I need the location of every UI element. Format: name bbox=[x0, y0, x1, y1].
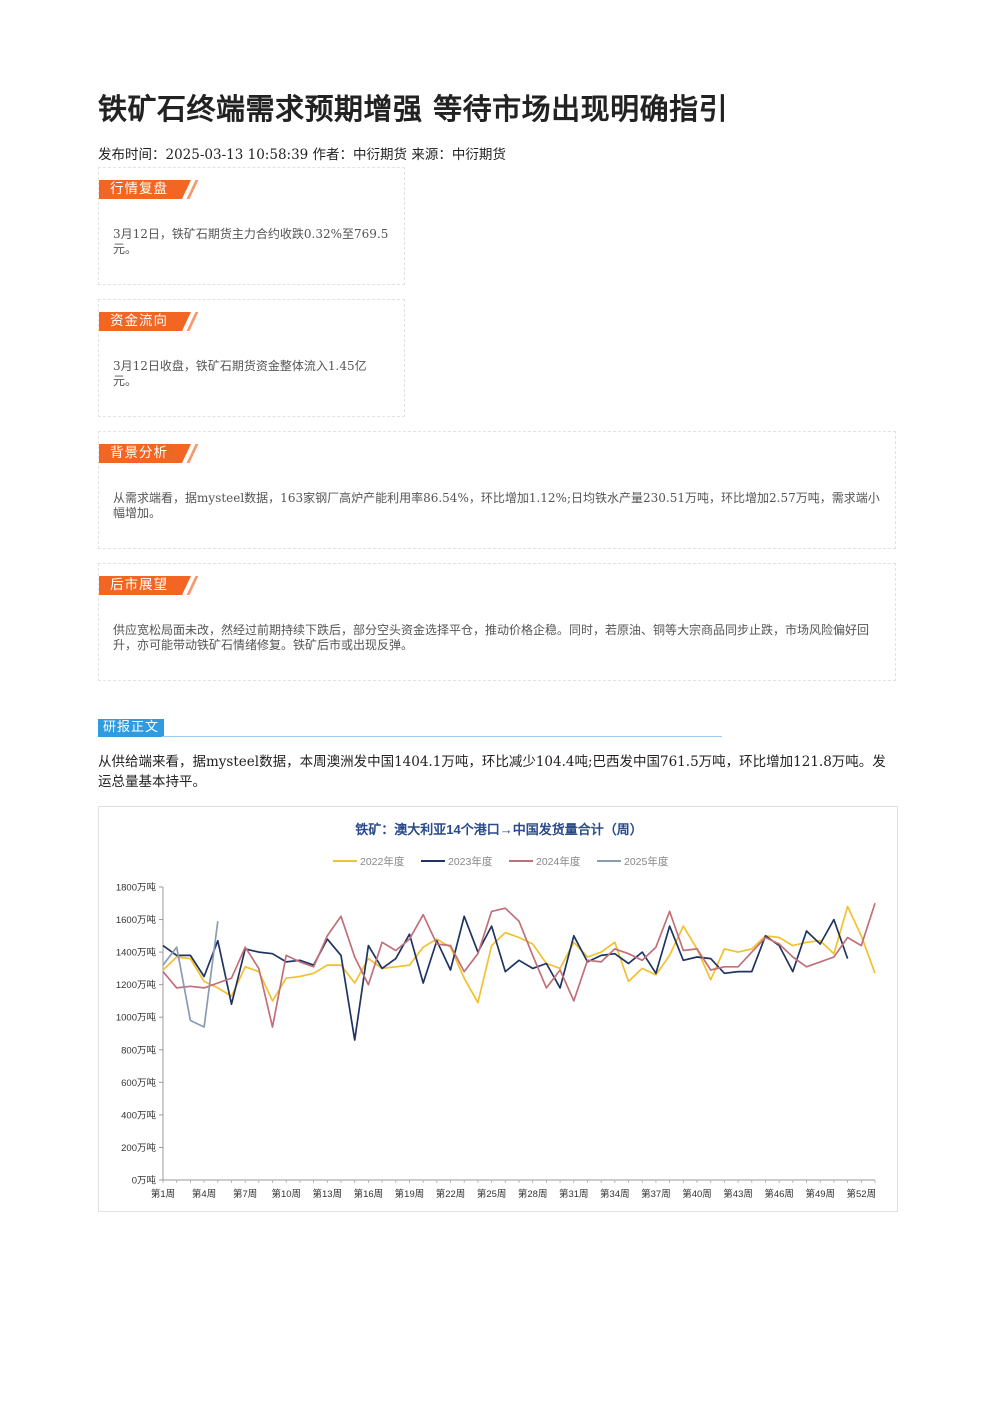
legend-label: 2023年度 bbox=[448, 855, 493, 868]
section-tag: 背景分析 bbox=[99, 444, 199, 463]
x-tick-label: 第40周 bbox=[682, 1188, 712, 1200]
series-line-2023年度 bbox=[162, 915, 849, 1041]
legend-label: 2025年度 bbox=[624, 855, 669, 868]
x-tick-label: 第52周 bbox=[847, 1188, 877, 1200]
x-tick-label: 第25周 bbox=[477, 1188, 507, 1200]
report-heading: 研报正文 bbox=[98, 719, 722, 738]
section-text: 3月12日收盘，铁矿石期货资金整体流入1.45亿元。 bbox=[113, 359, 367, 388]
report-heading-divider bbox=[162, 736, 722, 737]
y-tick-label: 800万吨 bbox=[121, 1044, 156, 1056]
report-heading-label: 研报正文 bbox=[98, 719, 165, 737]
report-paragraph: 从供给端来看，据mysteel数据，本周澳洲发中国1404.1万吨，环比减少10… bbox=[98, 754, 886, 790]
x-tick-label: 第7周 bbox=[233, 1188, 257, 1200]
article-title: 铁矿石终端需求预期增强 等待市场出现明确指引 bbox=[98, 92, 729, 126]
y-tick-label: 1200万吨 bbox=[116, 979, 157, 991]
section-card-market-review: 行情复盘 3月12日，铁矿石期货主力合约收跌0.32%至769.5元。 bbox=[98, 167, 405, 285]
y-tick-label: 1600万吨 bbox=[116, 914, 157, 926]
x-tick-label: 第37周 bbox=[641, 1188, 671, 1200]
series-line-2022年度 bbox=[162, 905, 876, 1004]
section-tag: 资金流向 bbox=[99, 312, 199, 331]
x-tick-label: 第16周 bbox=[354, 1188, 384, 1200]
x-tick-label: 第4周 bbox=[192, 1188, 216, 1200]
y-tick-label: 200万吨 bbox=[121, 1142, 156, 1154]
section-card-fund-flow: 资金流向 3月12日收盘，铁矿石期货资金整体流入1.45亿元。 bbox=[98, 299, 405, 417]
shipment-chart: 铁矿：澳大利亚14个港口→中国发货量合计（周） 2022年度 2023年度 2024年… bbox=[98, 806, 898, 1212]
legend-label: 2022年度 bbox=[360, 855, 405, 868]
section-text: 从需求端看，据mysteel数据，163家钢厂高炉产能利用率86.54%，环比增… bbox=[113, 491, 880, 520]
chart-title: 铁矿：澳大利亚14个港口→中国发货量合计（周） bbox=[354, 822, 642, 837]
x-tick-label: 第49周 bbox=[805, 1188, 835, 1200]
section-card-outlook: 后市展望 供应宽松局面未改，然经过前期持续下跌后，部分空头资金选择平仓，推动价格… bbox=[98, 563, 896, 681]
section-text: 3月12日，铁矿石期货主力合约收跌0.32%至769.5元。 bbox=[113, 227, 389, 256]
x-tick-label: 第10周 bbox=[271, 1188, 301, 1200]
y-tick-label: 1400万吨 bbox=[116, 947, 157, 959]
section-tag: 后市展望 bbox=[99, 576, 199, 595]
y-tick-label: 600万吨 bbox=[121, 1077, 156, 1089]
x-tick-label: 第43周 bbox=[723, 1188, 753, 1200]
series-line-2025年度 bbox=[162, 921, 219, 1028]
y-tick-label: 400万吨 bbox=[121, 1109, 156, 1121]
x-tick-label: 第19周 bbox=[395, 1188, 425, 1200]
article-meta: 发布时间：2025-03-13 10:58:39 作者：中衍期货 来源：中衍期货 bbox=[98, 147, 506, 163]
x-tick-label: 第28周 bbox=[518, 1188, 548, 1200]
legend-label: 2024年度 bbox=[536, 855, 581, 868]
shipment-chart-svg: 铁矿：澳大利亚14个港口→中国发货量合计（周） 2022年度 2023年度 2024年… bbox=[116, 822, 877, 1200]
y-tick-label: 1800万吨 bbox=[116, 882, 157, 894]
x-tick-label: 第1周 bbox=[151, 1188, 175, 1200]
x-tick-label: 第46周 bbox=[764, 1188, 794, 1200]
x-tick-label: 第13周 bbox=[313, 1188, 343, 1200]
y-tick-label: 0万吨 bbox=[132, 1175, 157, 1187]
section-card-background: 背景分析 从需求端看，据mysteel数据，163家钢厂高炉产能利用率86.54… bbox=[98, 431, 896, 549]
x-tick-label: 第31周 bbox=[559, 1188, 589, 1200]
x-tick-label: 第22周 bbox=[436, 1188, 466, 1200]
section-tag: 行情复盘 bbox=[99, 180, 199, 199]
series-line-2024年度 bbox=[162, 903, 876, 1028]
section-text: 供应宽松局面未改，然经过前期持续下跌后，部分空头资金选择平仓，推动价格企稳。同时… bbox=[113, 623, 870, 652]
y-tick-label: 1000万吨 bbox=[116, 1012, 157, 1024]
x-tick-label: 第34周 bbox=[600, 1188, 630, 1200]
